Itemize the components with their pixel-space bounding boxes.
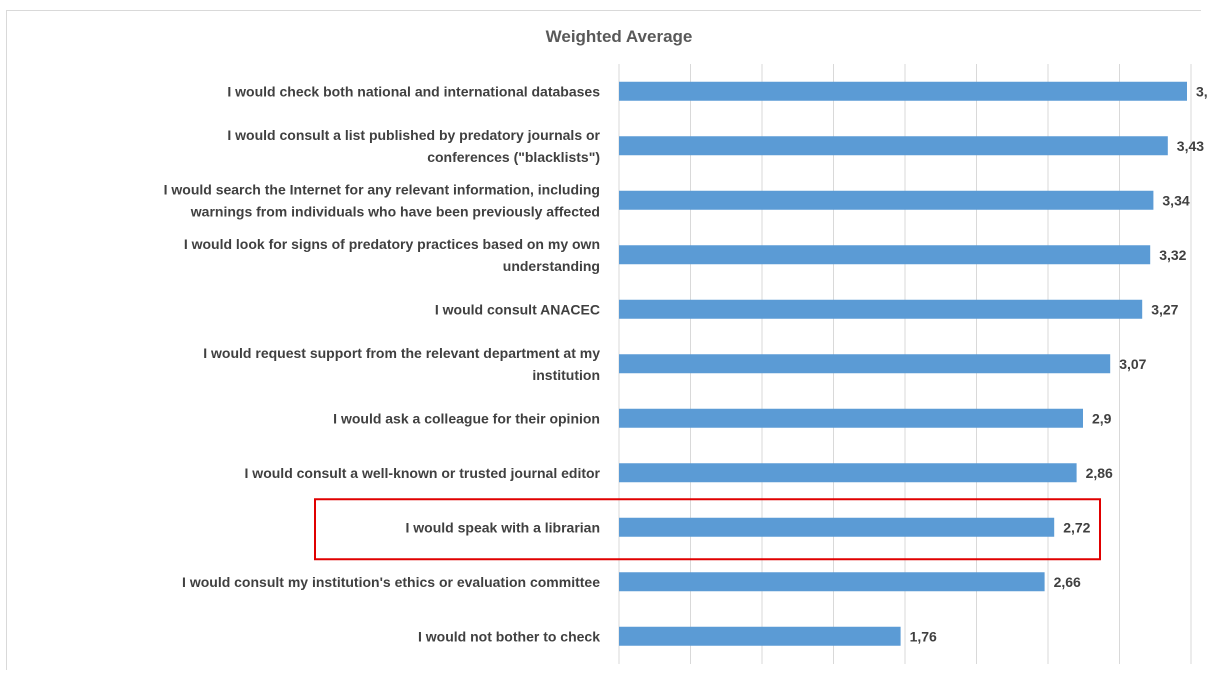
category-label: I would not bother to check (418, 628, 600, 644)
chart-frame (6, 10, 1201, 670)
category-label: understanding (503, 258, 600, 274)
value-labels: 3,55 3,43 3,34 3,32 3,27 3,07 2,9 2,86 2,72 2,66 1… (910, 83, 1207, 644)
category-label: I would search the Internet for any rele… (164, 181, 600, 197)
category-label: institution (532, 367, 600, 383)
value-label: 3,55 (1196, 83, 1207, 99)
category-label: I would consult a well-known or trusted … (245, 465, 601, 481)
bar (619, 299, 1143, 319)
bar (619, 517, 1055, 537)
bar (619, 190, 1154, 210)
category-label: I would request support from the relevan… (203, 345, 600, 361)
highlight-layer (314, 498, 1101, 561)
category-label: conferences ("blacklists") (427, 149, 600, 165)
category-label: I would consult a list published by pred… (227, 127, 600, 143)
bar (619, 572, 1045, 592)
chart-title: Weighted Average (546, 27, 693, 46)
value-label: 2,66 (1054, 574, 1081, 590)
category-label: I would consult ANACEC (435, 301, 600, 317)
category-label: I would check both national and internat… (227, 83, 600, 99)
value-label: 2,72 (1063, 519, 1090, 535)
value-label: 3,32 (1159, 247, 1186, 263)
category-label: I would ask a colleague for their opinio… (333, 410, 600, 426)
bar (619, 245, 1151, 265)
value-label: 3,27 (1151, 301, 1178, 317)
value-label: 1,76 (910, 628, 937, 644)
value-label: 3,34 (1162, 192, 1189, 208)
bar (619, 81, 1187, 101)
category-label: warnings from individuals who have been … (190, 203, 600, 219)
bar (619, 626, 901, 646)
bars (619, 81, 1187, 646)
highlight-box (314, 498, 1101, 561)
category-label: I would look for signs of predatory prac… (184, 236, 600, 252)
category-label: I would consult my institution's ethics … (182, 574, 600, 590)
category-label: I would speak with a librarian (406, 519, 601, 535)
bar (619, 136, 1168, 156)
value-label: 2,86 (1086, 465, 1113, 481)
value-label: 2,9 (1092, 410, 1112, 426)
category-labels: I would check both national and internat… (164, 83, 601, 644)
value-label: 3,07 (1119, 356, 1146, 372)
bar (619, 463, 1077, 483)
value-label: 3,43 (1177, 138, 1204, 154)
bar (619, 354, 1111, 374)
bar (619, 408, 1083, 428)
